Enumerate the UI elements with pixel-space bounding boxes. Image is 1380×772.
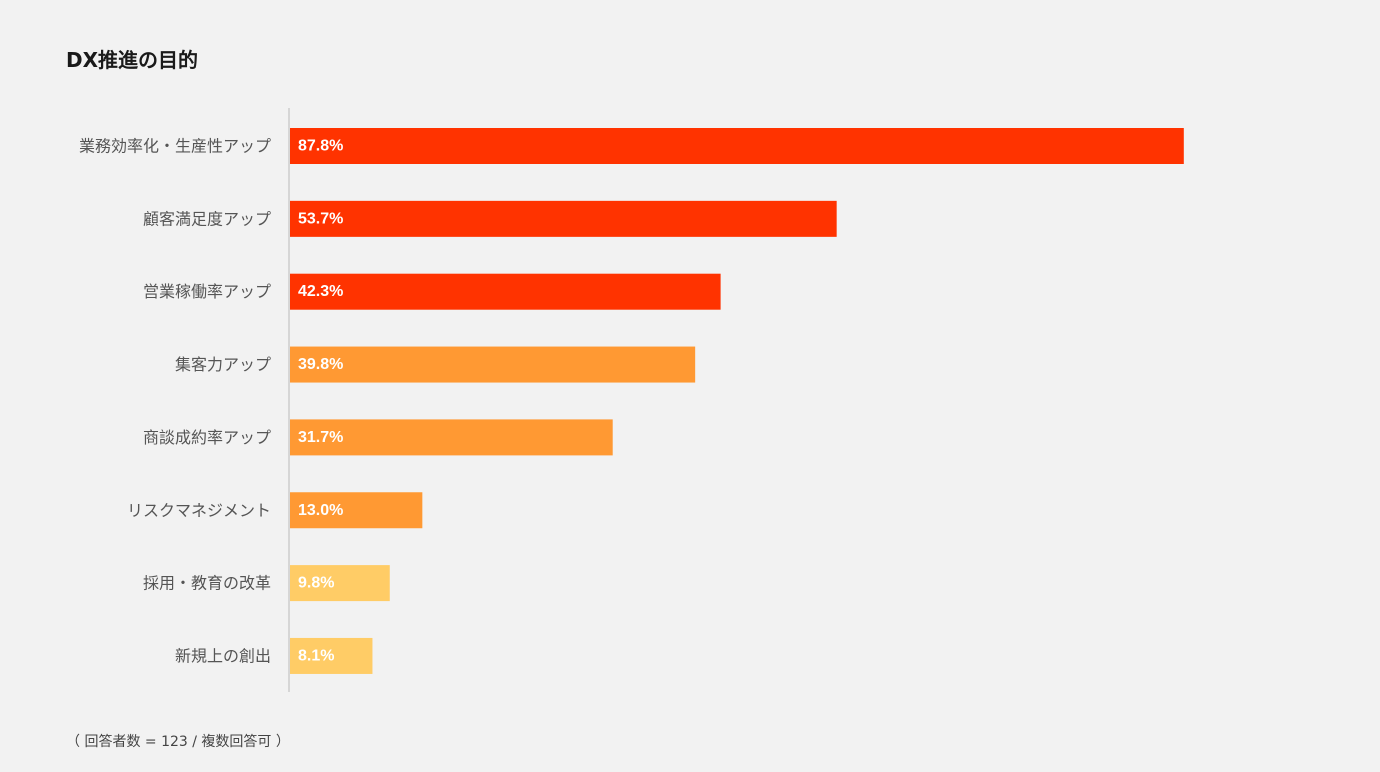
bar [290, 492, 423, 529]
bar [290, 273, 721, 310]
bar [290, 346, 696, 383]
data-label: 9.8% [298, 575, 334, 592]
data-label: 42.3% [298, 283, 343, 300]
category-label: 業務効率化・生産性アップ [79, 137, 271, 156]
data-label: 31.7% [298, 429, 343, 446]
category-label: 新規上の創出 [175, 646, 271, 665]
bar [290, 128, 1184, 164]
respondent-note: （ 回答者数 = 123 / 複数回答可 ） [66, 734, 290, 750]
chart-title: DX推進の目的 [66, 48, 199, 72]
data-label: 39.8% [298, 356, 343, 373]
category-label: 集客力アップ [175, 355, 271, 374]
data-label: 8.1% [298, 647, 334, 664]
category-label: 営業稼働率アップ [143, 282, 271, 301]
category-label: 採用・教育の改革 [143, 574, 271, 593]
data-label: 87.8% [298, 138, 343, 155]
category-label: 商談成約率アップ [143, 428, 271, 447]
data-label: 53.7% [298, 210, 343, 227]
bar [290, 565, 390, 602]
category-label: 顧客満足度アップ [143, 209, 271, 228]
bar [290, 419, 613, 456]
bar [290, 200, 837, 237]
data-label: 13.0% [298, 502, 343, 519]
bar [290, 637, 373, 674]
category-label: リスクマネジメント [127, 501, 271, 520]
